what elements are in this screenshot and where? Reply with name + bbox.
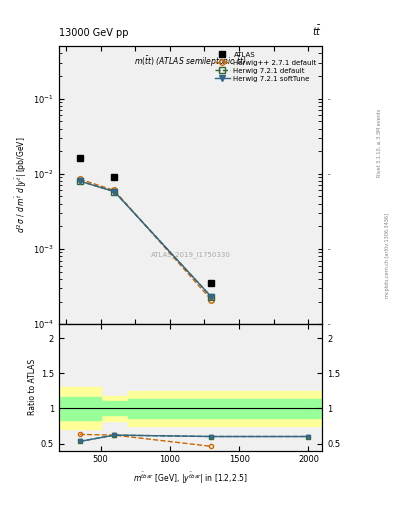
ATLAS — [209, 280, 214, 286]
Text: ATLAS_2019_I1750330: ATLAS_2019_I1750330 — [151, 251, 231, 258]
Line: Herwig++ 2.7.1 default: Herwig++ 2.7.1 default — [77, 176, 214, 303]
Herwig 7.2.1 softTune — [77, 178, 82, 184]
Legend: ATLAS, Herwig++ 2.7.1 default, Herwig 7.2.1 default, Herwig 7.2.1 softTune: ATLAS, Herwig++ 2.7.1 default, Herwig 7.… — [213, 50, 319, 84]
Herwig 7.2.1 softTune — [209, 294, 214, 300]
Text: $t\bar{t}$: $t\bar{t}$ — [312, 25, 322, 38]
Herwig++ 2.7.1 default — [112, 187, 117, 194]
Herwig 7.2.1 default — [112, 188, 117, 195]
Line: Herwig 7.2.1 default: Herwig 7.2.1 default — [77, 178, 214, 300]
Y-axis label: Ratio to ATLAS: Ratio to ATLAS — [28, 359, 37, 415]
ATLAS — [112, 174, 117, 180]
Text: $m(\bar{t}t)$ (ATLAS semileptonic $\bar{t}t$): $m(\bar{t}t)$ (ATLAS semileptonic $\bar{… — [134, 54, 247, 69]
Herwig 7.2.1 softTune — [112, 188, 117, 195]
Herwig 7.2.1 default — [77, 178, 82, 184]
Line: Herwig 7.2.1 softTune: Herwig 7.2.1 softTune — [77, 178, 214, 300]
Text: mcplots.cern.ch [arXiv:1306.3436]: mcplots.cern.ch [arXiv:1306.3436] — [385, 214, 389, 298]
Text: 13000 GeV pp: 13000 GeV pp — [59, 28, 129, 38]
Line: ATLAS: ATLAS — [77, 155, 215, 286]
Y-axis label: $d^2\sigma$ / $d\,m^{\bar{t}}$ $d\,|y^{\bar{t}}|$ [pb/GeV]: $d^2\sigma$ / $d\,m^{\bar{t}}$ $d\,|y^{\… — [13, 137, 29, 233]
Herwig++ 2.7.1 default — [209, 297, 214, 303]
ATLAS — [77, 155, 82, 161]
Herwig 7.2.1 default — [209, 294, 214, 300]
Herwig++ 2.7.1 default — [77, 176, 82, 182]
Text: Rivet 3.1.10, ≥ 3.3M events: Rivet 3.1.10, ≥ 3.3M events — [377, 109, 382, 178]
X-axis label: $m^{\bar{t}bar}$ [GeV], $|y^{\bar{t}bar}|$ in [1.2,2.5]: $m^{\bar{t}bar}$ [GeV], $|y^{\bar{t}bar}… — [133, 470, 248, 485]
